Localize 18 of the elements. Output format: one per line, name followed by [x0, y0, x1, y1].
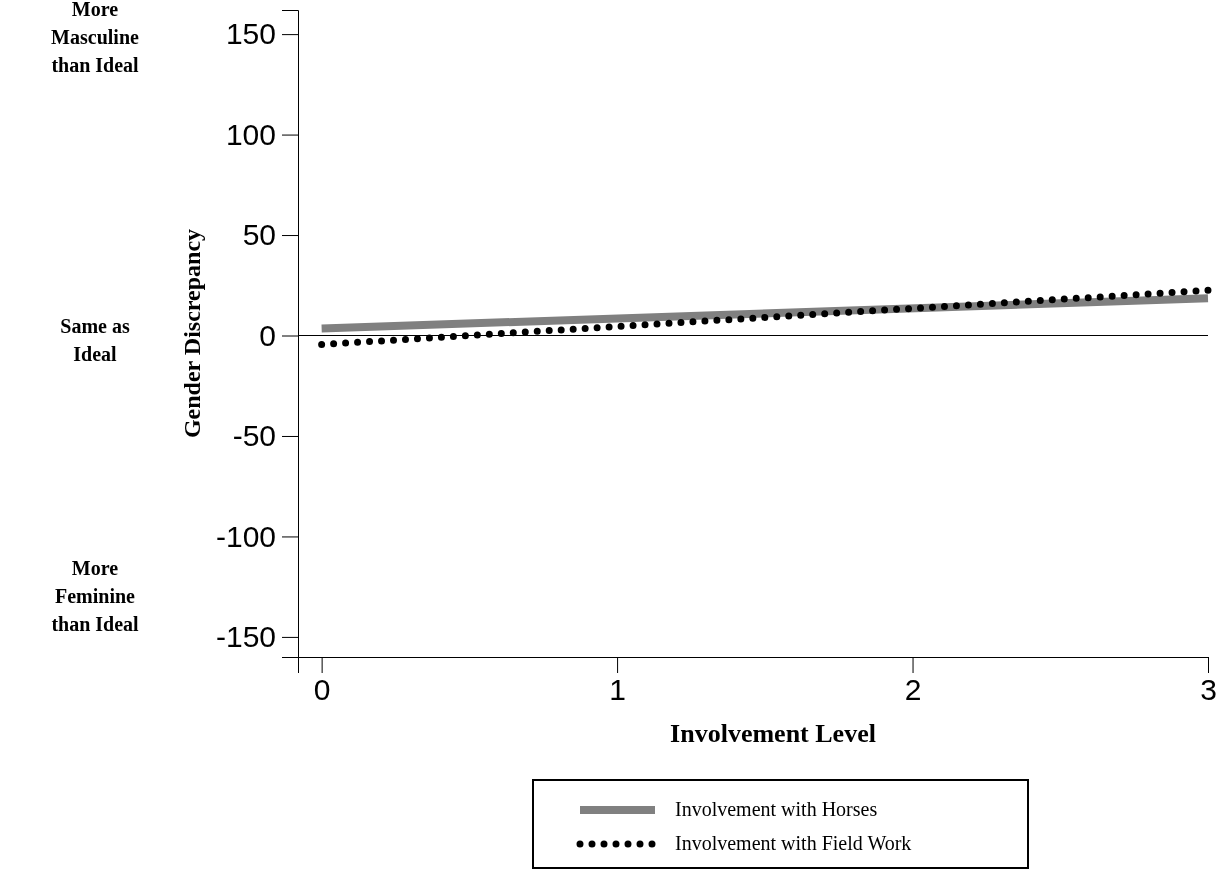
- legend-label: Involvement with Field Work: [675, 832, 912, 854]
- x-tick-label: 1: [609, 673, 626, 707]
- y-tick-label: -100: [215, 519, 276, 553]
- text: Same as Ideal: [60, 314, 130, 365]
- text: More Feminine than Ideal: [51, 556, 140, 635]
- x-tick-label: 2: [904, 673, 922, 707]
- legend-label: Involvement with Horses: [675, 798, 878, 820]
- y-tick-label: 100: [225, 117, 276, 151]
- y-axis-title: Gender Discrepancy: [179, 228, 205, 439]
- x-tick-label: 3: [1200, 673, 1217, 707]
- y-tick-label: 50: [242, 218, 276, 252]
- y-tick-label: -150: [215, 620, 276, 654]
- y-tick-label: 150: [225, 17, 276, 51]
- text: More Masculine than Ideal: [51, 0, 140, 77]
- y-tick-label: 0: [259, 318, 276, 352]
- y-tick-label: -50: [232, 419, 276, 453]
- x-axis-title: Involvement Level: [670, 719, 876, 748]
- x-tick-label: 0: [313, 673, 331, 707]
